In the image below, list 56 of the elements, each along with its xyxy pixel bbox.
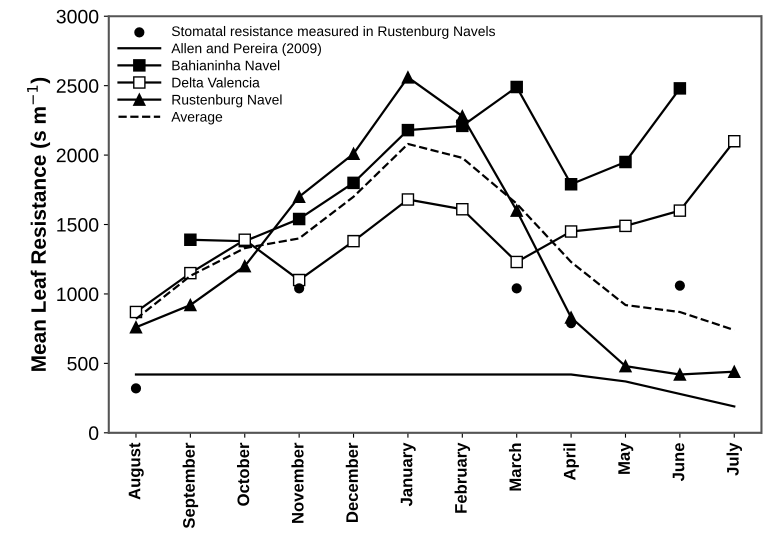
point [130, 383, 142, 394]
legend-label: Allen and Pereira (2009) [171, 43, 321, 56]
point [619, 156, 632, 168]
y-tick-label: 2500 [56, 79, 98, 93]
x-tick-label: March [508, 444, 522, 490]
y-tick-label: 500 [67, 356, 98, 371]
point [130, 306, 142, 318]
point [564, 178, 578, 190]
point [402, 193, 414, 206]
point [238, 260, 252, 272]
x-tick-label: December [346, 442, 358, 522]
point [674, 82, 686, 95]
y-tick-label: 1000 [57, 287, 98, 302]
point [619, 220, 632, 232]
point [292, 190, 306, 203]
point [674, 368, 686, 381]
x-tick-label: November [291, 442, 304, 523]
x-tick-label: February [454, 442, 470, 513]
x-tick-label: September [182, 442, 198, 528]
point [402, 124, 414, 136]
legend-label: Delta Valencia [172, 77, 260, 88]
x-tick-label: January [400, 442, 416, 506]
point [292, 212, 306, 226]
point [728, 365, 741, 378]
point [728, 134, 741, 148]
y-tick-label: 2000 [56, 148, 98, 162]
legend-label: Rustenburg Navel [172, 94, 282, 108]
y-tick-label: 3000 [56, 10, 98, 24]
legend-label: Bahianinha Navel [172, 60, 280, 70]
x-tick-label: June [672, 443, 684, 482]
point [347, 234, 360, 248]
point [674, 204, 686, 217]
point [510, 204, 523, 217]
y-axis-title: Mean Leaf Resistance (s m$^{−1}$) [27, 78, 50, 371]
point [510, 80, 523, 94]
legend-label: Stomatal resistance measured in Rustenburg Navels [172, 26, 496, 39]
point [456, 110, 469, 122]
point [347, 176, 360, 190]
x-tick-label: April [563, 444, 579, 480]
point [564, 225, 578, 238]
legend-label: Average [171, 112, 222, 124]
x-tick-label: July [726, 442, 742, 476]
point [456, 202, 469, 216]
point [510, 256, 523, 268]
point [130, 321, 142, 334]
x-tick-label: October [236, 442, 250, 506]
point [184, 298, 197, 312]
y-tick-label: 0 [89, 426, 98, 440]
point [184, 234, 197, 246]
point [347, 147, 360, 160]
point [402, 71, 414, 84]
line-series [134, 373, 736, 408]
x-tick-label: August [128, 442, 144, 500]
point [619, 360, 632, 372]
x-tick-label: May [618, 442, 634, 474]
y-tick-label: 1500 [57, 218, 98, 232]
